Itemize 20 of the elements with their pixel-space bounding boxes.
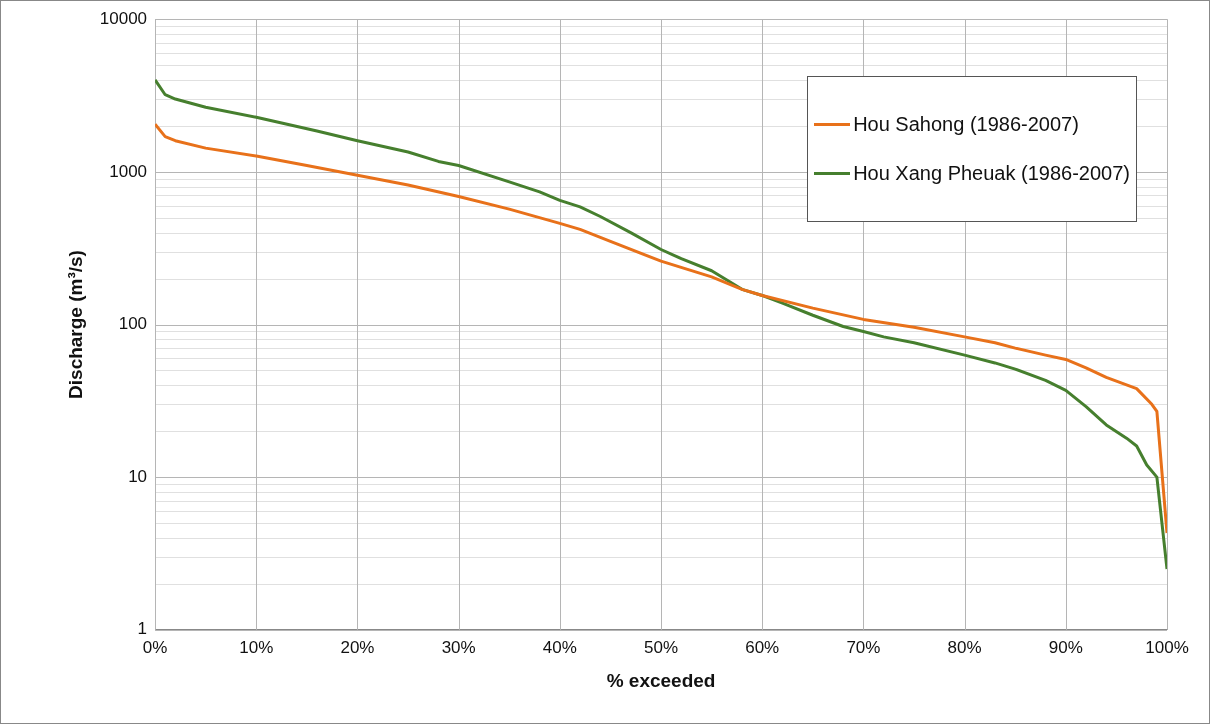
x-tick-label: 0% — [142, 637, 168, 657]
y-tick-label: 10 — [128, 466, 148, 486]
x-tick-label: 80% — [947, 637, 982, 657]
y-tick-label: 1 — [137, 619, 148, 639]
x-tick-label: 10% — [239, 637, 274, 657]
x-tick-label: 60% — [745, 637, 780, 657]
legend-label: Hou Xang Pheuak (1986-2007) — [853, 162, 1130, 186]
y-tick-label: 1000 — [109, 161, 148, 181]
x-tick-label: 100% — [1145, 637, 1189, 657]
x-tick-label: 50% — [644, 637, 679, 657]
x-tick-label: 70% — [846, 637, 881, 657]
legend-label: Hou Sahong (1986-2007) — [853, 113, 1079, 137]
y-axis-title: Discharge (m³/s) — [64, 250, 86, 399]
x-tick-label: 40% — [542, 637, 577, 657]
x-tick-label: 90% — [1048, 637, 1083, 657]
x-tick-label: 20% — [340, 637, 375, 657]
y-tick-label: 100 — [118, 314, 148, 334]
x-axis-title: % exceeded — [606, 669, 716, 691]
y-tick-label: 10000 — [99, 8, 148, 28]
x-tick-label: 30% — [441, 637, 476, 657]
